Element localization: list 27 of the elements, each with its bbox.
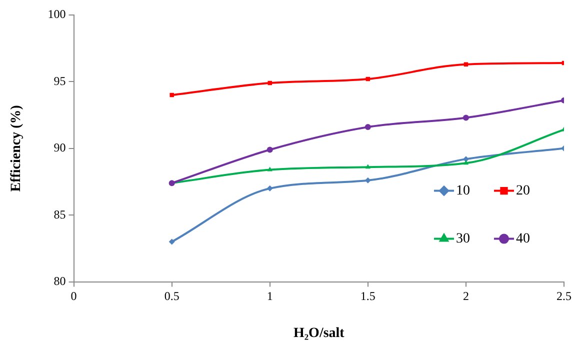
- point: [462, 114, 469, 121]
- legend-label: 30: [456, 231, 470, 246]
- x-axis-title: H₂O/salt: [293, 326, 345, 342]
- x-tick-label: 0.5: [164, 289, 180, 304]
- legend-label: 40: [516, 231, 530, 246]
- point: [365, 164, 371, 169]
- point: [364, 124, 371, 130]
- point: [168, 238, 175, 245]
- x-tick-label: 2: [462, 289, 469, 304]
- y-tick-label: 95: [54, 74, 66, 88]
- point: [170, 92, 174, 98]
- y-tick-label: 90: [54, 140, 66, 155]
- legend-label: 10: [456, 183, 470, 198]
- y-tick-label: 85: [54, 207, 66, 222]
- legend-label: 20: [516, 183, 530, 198]
- x-tick-label: 1.5: [360, 289, 376, 304]
- y-tick-label: 100: [48, 7, 66, 22]
- x-tick-label: 1: [266, 289, 273, 304]
- point: [266, 185, 273, 192]
- x-tick-label: 0: [70, 289, 77, 304]
- point: [464, 62, 468, 66]
- x-tick-label: 2.5: [556, 289, 572, 304]
- point: [266, 146, 273, 153]
- y-tick-label: 80: [54, 274, 66, 288]
- point: [364, 177, 371, 184]
- y-axis-title: Efficiency (%): [9, 104, 24, 192]
- point: [463, 160, 469, 165]
